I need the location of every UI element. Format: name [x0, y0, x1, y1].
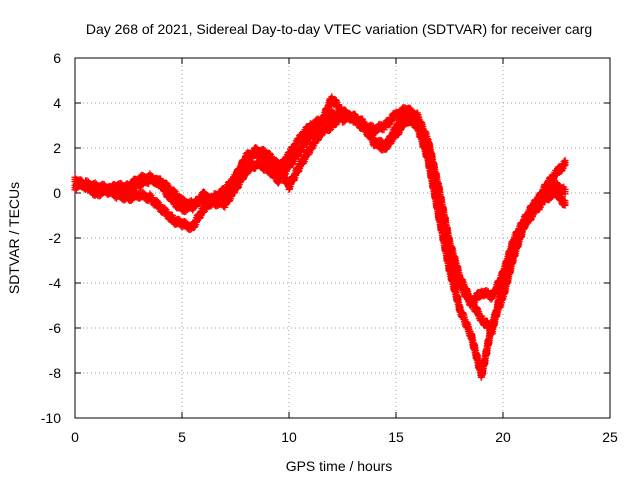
x-tick-label: 15 [388, 429, 404, 445]
x-tick-label: 5 [178, 429, 186, 445]
y-tick-label: -4 [49, 275, 62, 291]
chart-title: Day 268 of 2021, Sidereal Day-to-day VTE… [86, 21, 592, 37]
x-tick-label: 10 [281, 429, 297, 445]
y-tick-label: -10 [41, 410, 61, 426]
y-tick-label: 2 [53, 140, 61, 156]
y-tick-label: 4 [53, 95, 61, 111]
y-tick-label: -6 [49, 320, 62, 336]
y-tick-label: 0 [53, 185, 61, 201]
y-tick-label: -8 [49, 365, 62, 381]
y-tick-label: 6 [53, 50, 61, 66]
x-tick-label: 25 [602, 429, 618, 445]
x-tick-label: 0 [71, 429, 79, 445]
y-tick-label: -2 [49, 230, 62, 246]
x-tick-label: 20 [495, 429, 511, 445]
